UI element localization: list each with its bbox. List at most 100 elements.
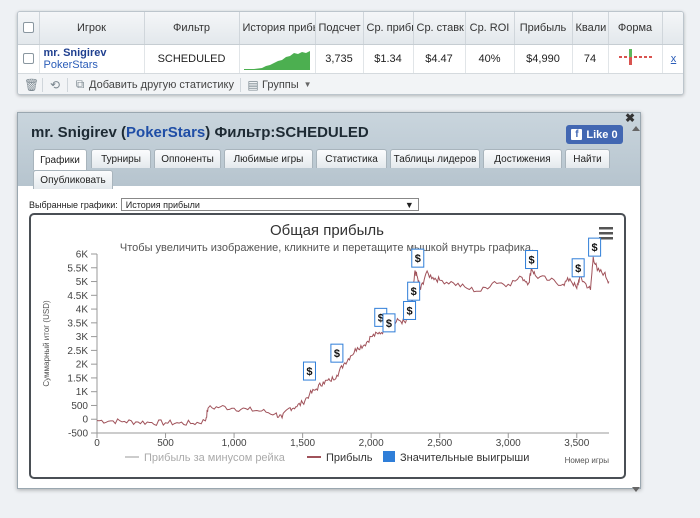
graph-select-value: История прибыли (125, 199, 200, 210)
toolbar-separator (42, 77, 43, 92)
y-tick-label: 3K (76, 332, 89, 343)
menu-icon-bar (599, 237, 613, 240)
tab-opponents[interactable]: Оппоненты (154, 149, 221, 168)
col-header-filter[interactable]: Фильтр (144, 12, 240, 45)
toolbar-separator (67, 77, 68, 92)
y-tick-label: 4.5K (67, 291, 88, 302)
col-header-avg-stake[interactable]: Ср. ставк (413, 12, 466, 45)
big-win-dollar-icon: $ (378, 312, 384, 324)
col-header-profit[interactable]: Прибыль (514, 12, 573, 45)
player-name-link[interactable]: mr. Snigirev (43, 46, 107, 59)
profile-panel: mr. Snigirev (PokerStars) Фильтр:SCHEDUL… (17, 111, 641, 489)
trash-icon[interactable]: 🗑 (24, 77, 40, 92)
groups-dropdown[interactable]: ▤ Группы ▼ (247, 78, 312, 92)
x-tick-label: 1,000 (222, 438, 247, 449)
toolbar-separator (240, 77, 241, 92)
col-header-avg-roi[interactable]: Ср. ROI (465, 12, 515, 45)
col-header-player[interactable]: Игрок (39, 12, 145, 45)
selected-graphs-label: Выбранные графики: (29, 199, 118, 210)
chart-title: Общая прибыль (270, 222, 384, 239)
y-tick-label: 3.5K (67, 318, 88, 329)
form-indicator (619, 49, 652, 65)
chart-subtitle: Чтобы увеличить изображение, кликните и … (120, 242, 534, 254)
x-tick-label: 0 (94, 438, 100, 449)
col-header-qualified[interactable]: Квали (572, 12, 609, 45)
chart-container: Общая прибыль Чтобы увеличить изображение… (29, 213, 626, 479)
big-win-dollar-icon: $ (415, 253, 421, 265)
graph-select[interactable]: История прибыли ▼ (120, 198, 419, 211)
tab-statistics[interactable]: Статистика (316, 149, 387, 168)
legend-bigwin-swatch (383, 451, 395, 462)
col-header-count[interactable]: Подсчет (315, 12, 364, 45)
panel-scrollbar[interactable] (632, 126, 640, 492)
filter-cell: SCHEDULED (144, 44, 240, 74)
refresh-icon[interactable]: ⟲ (49, 77, 61, 92)
x-tick-label: 3,000 (496, 438, 521, 449)
close-icon[interactable]: ✖ (624, 111, 635, 125)
big-win-marker (302, 361, 316, 381)
like-label: Like 0 (586, 128, 618, 141)
tab-tournaments[interactable]: Турниры (91, 149, 151, 168)
legend-bigwin-label: Значительные выигрыши (400, 452, 529, 464)
facebook-like-button[interactable]: f Like 0 (566, 125, 623, 144)
add-stats-label: Добавить другую статистику (89, 78, 234, 91)
add-stats-button[interactable]: ⧉ Добавить другую статистику (74, 77, 234, 92)
x-tick-label: 500 (157, 438, 174, 449)
y-tick-label: 0 (82, 415, 88, 426)
select-all-checkbox[interactable] (18, 12, 40, 45)
col-header-profit-history[interactable]: История прибы (239, 12, 316, 45)
x-tick-label: 2,500 (427, 438, 452, 449)
y-tick-label: 2K (76, 360, 89, 371)
avg-roi-cell: 40% (465, 44, 515, 74)
profit-chart[interactable]: Общая прибыль Чтобы увеличить изображение… (31, 215, 624, 477)
menu-icon-bar (599, 227, 613, 230)
table-header-row: Игрок Фильтр История прибы Подсчет Ср. п… (18, 12, 683, 45)
row-checkbox[interactable] (18, 44, 40, 74)
profile-site-link[interactable]: PokerStars (126, 124, 206, 141)
profit-sparkline (244, 50, 310, 70)
remove-row-cell: x (662, 44, 683, 74)
form-cell (608, 44, 663, 74)
big-win-dollar-icon: $ (406, 305, 412, 317)
y-tick-label: 6K (76, 250, 89, 261)
big-win-marker (407, 281, 421, 301)
chevron-down-icon: ▼ (404, 199, 414, 210)
tab-publish[interactable]: Опубликовать (33, 170, 113, 189)
y-axis-title: Суммарный итог (USD) (42, 300, 51, 387)
big-win-dollar-icon: $ (528, 255, 534, 267)
profile-title: mr. Snigirev (PokerStars) Фильтр:SCHEDUL… (31, 124, 369, 141)
y-tick-label: 5K (76, 277, 89, 288)
remove-row-link[interactable]: x (670, 52, 677, 65)
big-win-dollar-icon: $ (386, 318, 392, 330)
stats-panel: Игрок Фильтр История прибы Подсчет Ср. п… (17, 11, 684, 95)
menu-icon-bar (599, 232, 613, 235)
big-win-dollar-icon: $ (592, 242, 598, 254)
profit-cell: $4,990 (514, 44, 573, 74)
chevron-down-icon: ▼ (303, 80, 312, 89)
tab-find[interactable]: Найти (565, 149, 610, 168)
tab-favorite-games[interactable]: Любимые игры (224, 149, 313, 168)
tab-leaderboards[interactable]: Таблицы лидеров (390, 149, 480, 168)
big-win-dollar-icon: $ (306, 366, 312, 378)
y-tick-label: -500 (68, 429, 88, 440)
y-tick-label: 500 (71, 401, 88, 412)
big-win-dollar-icon: $ (575, 263, 581, 275)
add-icon: ⧉ (75, 77, 85, 91)
player-site-link[interactable]: PokerStars (43, 58, 98, 71)
legend-profit-label: Прибыль (326, 452, 373, 464)
x-tick-label: 1,500 (290, 438, 315, 449)
profit-sparkline-cell (239, 44, 316, 74)
big-win-marker (571, 258, 585, 278)
y-tick-label: 4K (76, 305, 89, 316)
col-header-form[interactable]: Форма (608, 12, 663, 45)
table-row: mr. Snigirev PokerStars SCHEDULED 3,735 … (18, 44, 683, 74)
tab-achievements[interactable]: Достижения (483, 149, 562, 168)
col-header-avg-profit[interactable]: Ср. прибы (363, 12, 414, 45)
tab-graphs[interactable]: Графики (33, 149, 87, 170)
col-header-empty (662, 12, 683, 45)
big-win-dollar-icon: $ (411, 286, 417, 298)
groups-label: Группы (262, 78, 299, 91)
legend-rake-label: Прибыль за минусом рейка (144, 452, 286, 464)
big-win-marker (330, 343, 344, 363)
y-tick-label: 5.5K (67, 263, 88, 274)
